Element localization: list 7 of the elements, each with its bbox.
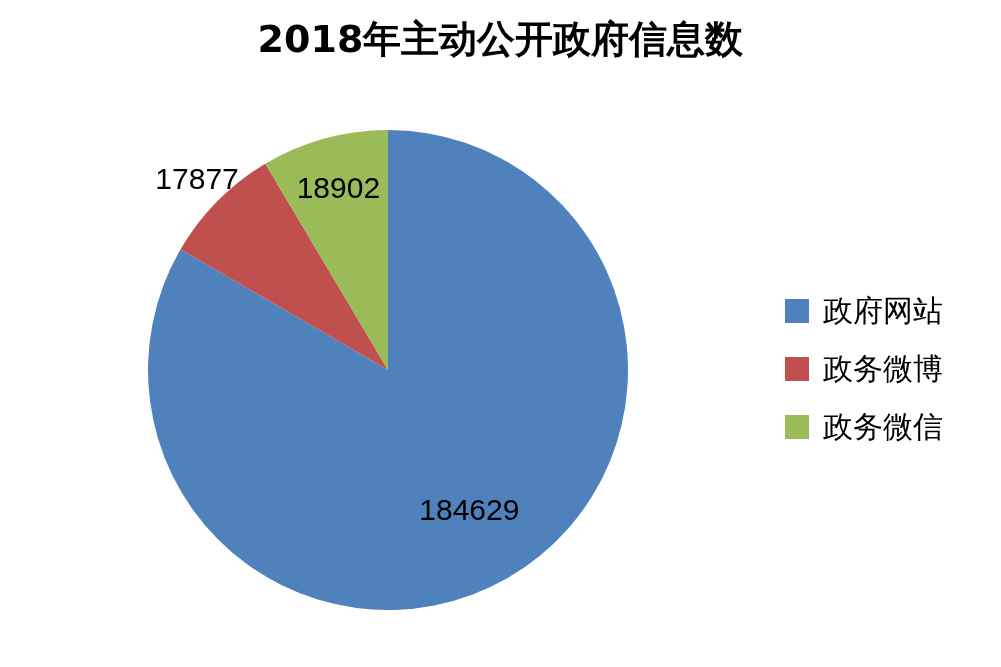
legend-label: 政府网站 xyxy=(823,291,943,330)
legend-label: 政务微博 xyxy=(823,349,943,388)
data-label: 18902 xyxy=(296,170,381,204)
data-label: 184629 xyxy=(419,492,520,526)
chart-title: 2018年主动公开政府信息数 xyxy=(256,16,745,63)
legend-label: 政务微信 xyxy=(823,407,943,446)
data-label: 17877 xyxy=(155,162,239,196)
